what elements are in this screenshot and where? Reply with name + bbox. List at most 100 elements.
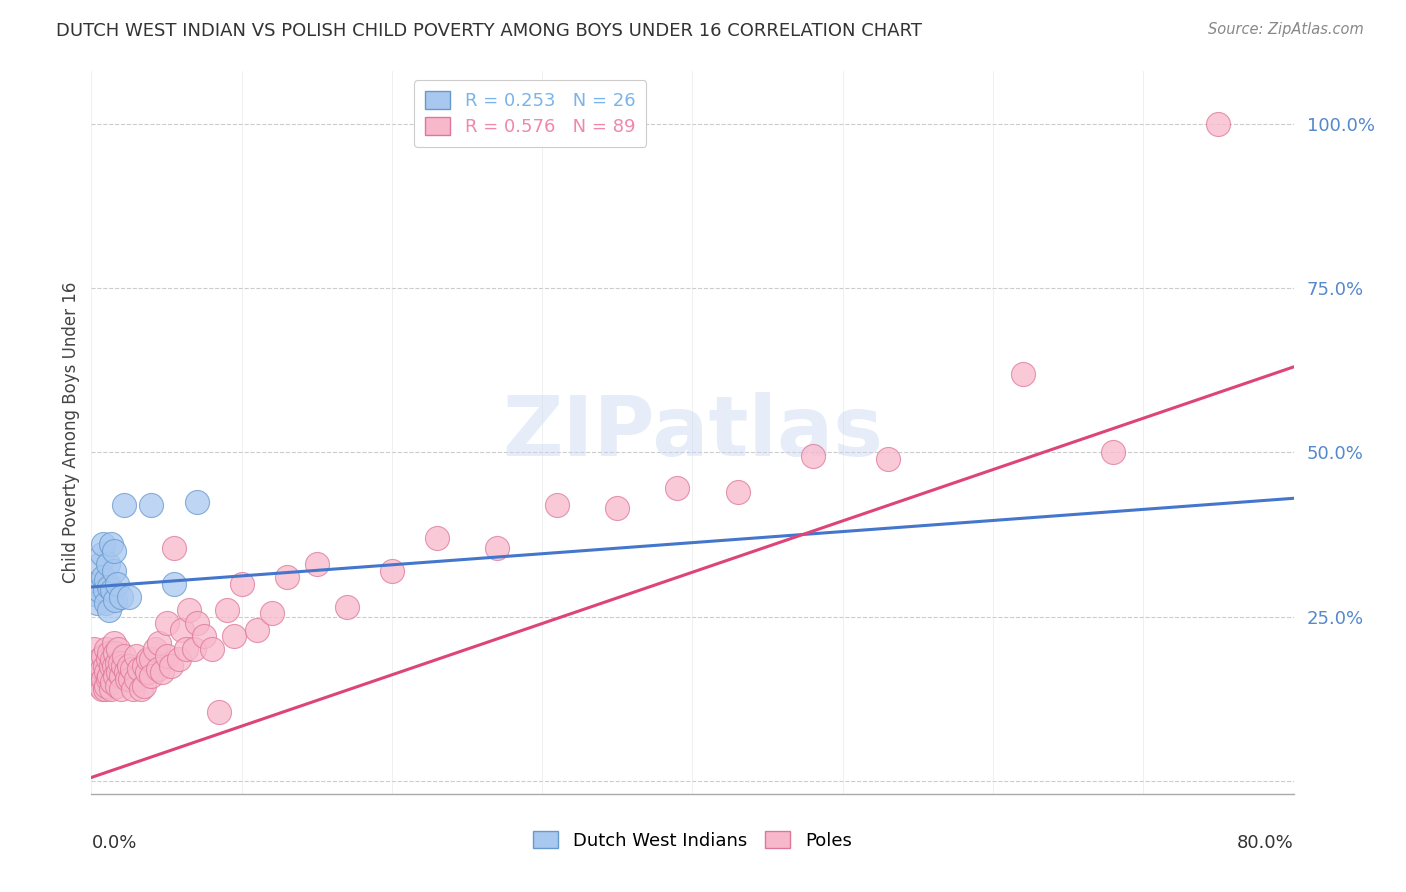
Point [155,648,177,663]
Point [163,576,186,591]
Point [83,586,105,600]
Point [125,672,148,686]
Point [103,658,125,673]
Point [336,599,359,614]
Point [103,564,125,578]
Point [103,544,125,558]
Text: 0.0%: 0.0% [91,834,136,852]
Text: 80.0%: 80.0% [1237,834,1294,852]
Point [121,662,143,676]
Point [101,583,124,598]
Point [260,607,283,621]
Point [546,498,568,512]
Point [129,681,152,696]
Point [146,662,169,676]
Point [105,678,128,692]
Point [120,672,142,686]
Point [86,658,108,673]
Point [115,665,138,680]
Point [224,629,246,643]
Point [86,596,108,610]
Point [89,652,111,666]
Point [96,678,118,692]
Point [94,658,117,673]
Point [174,642,197,657]
Point [98,668,121,682]
Point [97,557,120,571]
Point [381,564,404,578]
Point [138,652,160,666]
Point [93,672,115,686]
Point [100,658,122,673]
Y-axis label: Child Poverty Among Boys Under 16: Child Poverty Among Boys Under 16 [62,282,80,583]
Point [201,642,224,657]
Point [305,557,328,571]
Point [666,482,689,496]
Point [208,705,231,719]
Point [107,642,129,657]
Text: ZIPatlas: ZIPatlas [502,392,883,473]
Point [90,681,112,696]
Point [114,648,136,663]
Point [177,603,200,617]
Point [94,681,117,696]
Point [128,662,150,676]
Text: DUTCH WEST INDIAN VS POLISH CHILD POVERTY AMONG BOYS UNDER 16 CORRELATION CHART: DUTCH WEST INDIAN VS POLISH CHILD POVERT… [56,22,922,40]
Point [215,603,238,617]
Point [93,570,115,584]
Point [143,642,166,657]
Point [876,451,898,466]
Legend: Dutch West Indians, Poles: Dutch West Indians, Poles [526,824,859,857]
Point [87,583,110,598]
Point [100,681,122,696]
Point [122,681,145,696]
Point [98,580,121,594]
Point [108,656,131,670]
Point [96,665,118,680]
Point [101,675,124,690]
Point [100,537,122,551]
Point [276,570,298,584]
Point [193,629,215,643]
Point [103,636,125,650]
Point [163,541,186,555]
Point [93,537,115,551]
Point [231,576,253,591]
Point [84,576,107,591]
Point [97,652,120,666]
Point [141,498,163,512]
Point [125,648,148,663]
Point [87,672,110,686]
Point [141,652,163,666]
Point [118,658,141,673]
Point [111,658,134,673]
Point [132,678,155,692]
Point [160,658,183,673]
Point [110,668,132,682]
Point [606,501,628,516]
Point [94,583,117,598]
Point [186,616,208,631]
Point [107,665,129,680]
Point [93,648,115,663]
Point [110,681,132,696]
Point [183,642,205,657]
Point [426,531,449,545]
Point [90,662,112,676]
Point [150,665,173,680]
Point [186,494,208,508]
Point [1102,445,1125,459]
Point [1208,117,1230,131]
Point [141,668,163,682]
Point [117,672,139,686]
Point [96,574,118,588]
Point [136,665,159,680]
Point [155,616,177,631]
Point [105,656,128,670]
Point [727,484,749,499]
Point [110,590,132,604]
Point [1012,367,1035,381]
Point [105,576,128,591]
Point [114,498,136,512]
Text: Source: ZipAtlas.com: Source: ZipAtlas.com [1208,22,1364,37]
